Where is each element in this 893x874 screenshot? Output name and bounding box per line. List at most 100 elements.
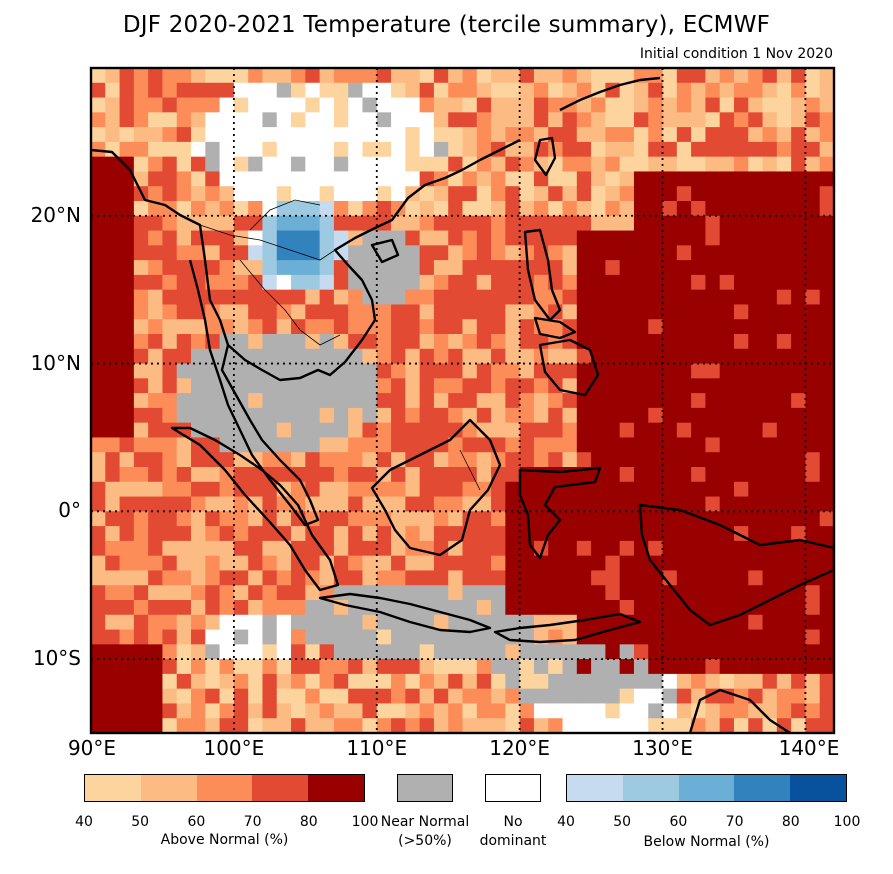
grid-cell (448, 304, 464, 320)
grid-cell (476, 407, 492, 424)
grid-cell (362, 141, 378, 158)
grid-cell (148, 718, 164, 733)
grid-cell (148, 407, 164, 424)
grid-cell (762, 585, 778, 601)
grid-cell (419, 673, 435, 690)
grid-cell (533, 452, 549, 468)
grid-cell (591, 289, 606, 306)
grid-cell (762, 526, 778, 542)
grid-cell (91, 186, 106, 202)
grid-cell (248, 171, 264, 187)
grid-cell (805, 68, 821, 84)
grid-cell (748, 437, 764, 453)
grid-cell (791, 496, 807, 512)
grid-cell (591, 673, 606, 690)
grid-cell (605, 274, 621, 291)
grid-cell (748, 496, 764, 512)
grid-cell (691, 673, 707, 690)
grid-cell (191, 688, 206, 705)
grid-cell (662, 422, 678, 439)
grid-cell (248, 644, 264, 660)
grid-cell (105, 673, 121, 690)
grid-cell (691, 319, 707, 335)
grid-cell (362, 407, 378, 424)
grid-cell (391, 304, 406, 320)
grid-cell (719, 585, 735, 601)
grid-cell (233, 585, 249, 601)
grid-cell (791, 614, 807, 631)
grid-cell (405, 422, 421, 439)
grid-cell (691, 186, 707, 202)
grid-cell (533, 156, 549, 173)
grid-cell (533, 496, 549, 512)
grid-cell (576, 422, 592, 439)
grid-cell (819, 334, 834, 350)
grid-cell (505, 407, 521, 424)
grid-cell (191, 600, 206, 616)
grid-cell (705, 319, 721, 335)
grid-cell (333, 467, 349, 483)
grid-cell (419, 127, 435, 143)
grid-cell (748, 215, 764, 232)
grid-cell (391, 97, 406, 113)
above-normal-tick-label: 50 (131, 814, 150, 830)
grid-cell (576, 245, 592, 261)
grid-cell (491, 600, 506, 616)
grid-cell (705, 659, 721, 675)
grid-cell (333, 644, 349, 660)
grid-cell (333, 274, 349, 291)
grid-cell (605, 141, 621, 158)
grid-cell (248, 348, 264, 365)
grid-cell (633, 334, 649, 350)
grid-cell (376, 644, 392, 660)
grid-cell (676, 334, 692, 350)
grid-cell (676, 570, 692, 586)
grid-cell (691, 393, 707, 409)
grid-cell (391, 659, 406, 675)
grid-cell (276, 245, 292, 261)
grid-cell (105, 511, 121, 527)
grid-cell (533, 644, 549, 660)
grid-cell (705, 289, 721, 306)
grid-cell (176, 481, 192, 498)
grid-cell (433, 511, 449, 527)
grid-cell (819, 97, 834, 113)
grid-cell (376, 171, 392, 187)
grid-cell (548, 703, 564, 719)
grid-cell (719, 393, 735, 409)
grid-cell (248, 334, 264, 350)
grid-cell (248, 718, 264, 733)
grid-cell (476, 555, 492, 572)
grid-cell (405, 555, 421, 572)
grid-cell (233, 97, 249, 113)
grid-cell (648, 659, 664, 675)
grid-cell (519, 688, 535, 705)
grid-cell (319, 319, 335, 335)
grid-cell (548, 629, 564, 645)
grid-cell (691, 437, 707, 453)
grid-cell (519, 437, 535, 453)
grid-cell (748, 186, 764, 202)
grid-cell (705, 304, 721, 320)
grid-cell (319, 688, 335, 705)
grid-cell (491, 570, 506, 586)
grid-cell (105, 629, 121, 645)
grid-cell (391, 378, 406, 394)
grid-cell (705, 156, 721, 173)
grid-cell (576, 82, 592, 99)
grid-cell (591, 659, 606, 675)
grid-cell (748, 703, 764, 719)
grid-cell (419, 526, 435, 542)
grid-cell (691, 245, 707, 261)
grid-cell (248, 600, 264, 616)
grid-cell (762, 348, 778, 365)
grid-cell (733, 127, 749, 143)
grid-cell (762, 659, 778, 675)
grid-cell (362, 82, 378, 99)
grid-cell (433, 452, 449, 468)
grid-cell (476, 215, 492, 232)
grid-cell (276, 659, 292, 675)
grid-cell (262, 452, 278, 468)
grid-cell (676, 378, 692, 394)
grid-cell (291, 97, 306, 113)
